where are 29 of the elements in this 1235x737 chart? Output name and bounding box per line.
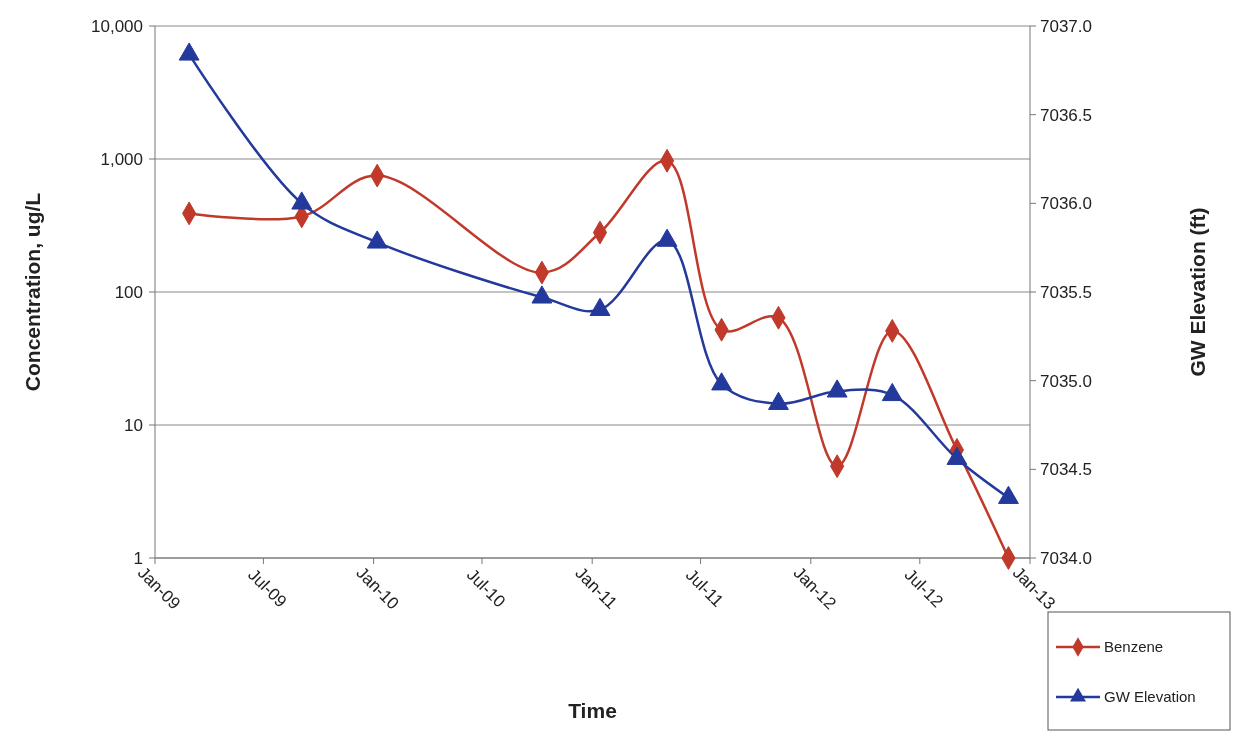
x-axis-title: Time xyxy=(568,699,617,722)
y2-tick-label: 7035.0 xyxy=(1040,371,1092,391)
point xyxy=(998,485,1019,504)
point xyxy=(826,379,848,398)
y2-axis-title: GW Elevation (ft) xyxy=(1186,207,1209,377)
y2-tick-label: 7035.5 xyxy=(1040,283,1092,302)
y-tick-label: 10 xyxy=(124,416,143,435)
y2-tick-label: 7034.5 xyxy=(1040,460,1092,480)
point xyxy=(366,230,388,249)
y-tick-label: 100 xyxy=(114,283,143,302)
point xyxy=(291,191,313,210)
legend-label: GW Elevation xyxy=(1104,688,1196,705)
y2-tick-label: 7034.0 xyxy=(1040,549,1092,568)
y-tick-label: 1,000 xyxy=(100,150,143,169)
y2-tick-label: 7036.0 xyxy=(1040,194,1092,214)
point xyxy=(881,382,903,402)
legend-label: Benzene xyxy=(1104,638,1164,655)
point xyxy=(656,228,678,247)
y2-tick-label: 7036.5 xyxy=(1040,105,1092,125)
point xyxy=(768,391,789,410)
y-axis-title: Concentration, ug/L xyxy=(21,192,44,392)
y-tick-label: 1 xyxy=(133,549,143,568)
y2-tick-label: 7037.0 xyxy=(1040,17,1092,36)
point xyxy=(711,372,732,391)
point xyxy=(589,297,611,316)
point xyxy=(531,285,553,304)
point xyxy=(946,446,968,465)
point xyxy=(178,42,200,61)
y-tick-label: 10,000 xyxy=(91,17,143,36)
